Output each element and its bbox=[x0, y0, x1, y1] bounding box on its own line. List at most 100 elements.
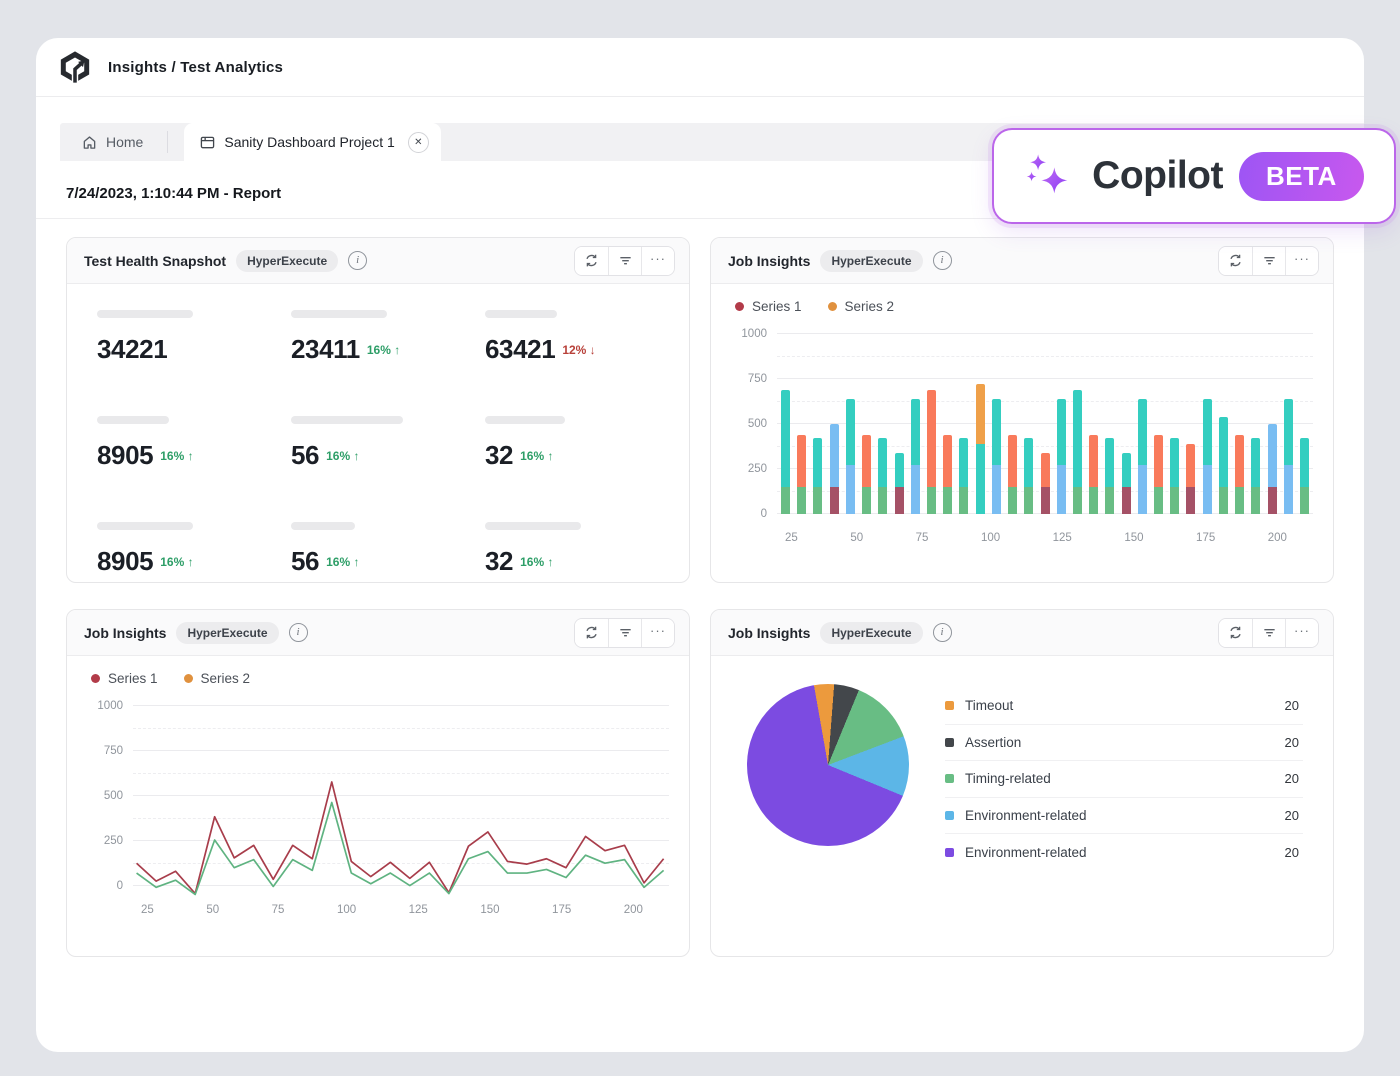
hyperexecute-badge: HyperExecute bbox=[176, 621, 279, 644]
legend-series-2[interactable]: Series 2 bbox=[183, 671, 251, 686]
info-icon[interactable]: i bbox=[932, 251, 952, 270]
pie-legend-value: 20 bbox=[1284, 698, 1299, 714]
bar-segment-top bbox=[845, 398, 855, 466]
bar-segment-bottom bbox=[1056, 465, 1066, 514]
ellipsis-icon: ··· bbox=[650, 250, 666, 266]
bar-segment-bottom bbox=[1267, 487, 1277, 514]
pie-legend-label: Assertion bbox=[965, 734, 1022, 750]
bar-segment-bottom bbox=[1235, 487, 1245, 514]
refresh-button[interactable] bbox=[575, 618, 608, 647]
pie-legend-row[interactable]: Assertion 20 bbox=[945, 725, 1303, 761]
kpi-cell: 23411 16% ↑ bbox=[291, 310, 485, 390]
x-tick-label: 100 bbox=[336, 904, 357, 916]
kpi-delta: 16% ↑ bbox=[160, 554, 194, 569]
card-title: Job Insights bbox=[84, 624, 167, 641]
tab-active[interactable]: Sanity Dashboard Project 1 ✕ bbox=[184, 123, 441, 161]
kpi-label-skeleton bbox=[291, 416, 403, 424]
bar-segment-top bbox=[878, 438, 888, 487]
bar-segment-top bbox=[862, 434, 872, 487]
ellipsis-icon: ··· bbox=[1294, 250, 1310, 266]
bar-segment-top bbox=[1267, 424, 1277, 487]
more-options-button[interactable]: ··· bbox=[1285, 246, 1318, 275]
legend-label: Series 2 bbox=[200, 671, 251, 686]
card-actions: ··· bbox=[574, 245, 675, 276]
pie-chart[interactable] bbox=[747, 684, 909, 846]
more-options-button[interactable]: ··· bbox=[641, 618, 674, 647]
kpi-label-skeleton bbox=[485, 522, 581, 530]
dashboard-tab-icon bbox=[200, 135, 215, 150]
chart-legend: Series 1 Series 2 bbox=[711, 284, 1333, 314]
tab-close-button[interactable]: ✕ bbox=[407, 131, 429, 153]
legend-series-1[interactable]: Series 1 bbox=[91, 671, 158, 686]
kpi-delta: 12% ↓ bbox=[562, 342, 596, 357]
filter-button[interactable] bbox=[1252, 246, 1285, 275]
legend-series-2[interactable]: Series 2 bbox=[827, 299, 895, 314]
y-tick-label: 750 bbox=[103, 745, 123, 757]
bar-segment-top bbox=[959, 438, 969, 487]
legend-series-1[interactable]: Series 1 bbox=[735, 299, 802, 314]
stacked-bar bbox=[975, 334, 985, 514]
tab-active-label: Sanity Dashboard Project 1 bbox=[224, 134, 395, 150]
y-tick-label: 500 bbox=[103, 790, 123, 802]
kpi-value: 56 bbox=[291, 546, 320, 576]
kpi-grid: 34221 23411 16% ↑ 63421 12% ↓ 8905 16% ↑ 56 16% … bbox=[67, 284, 689, 582]
bar-segment-top bbox=[910, 398, 920, 466]
filter-button[interactable] bbox=[608, 246, 641, 275]
legend-label: Series 2 bbox=[844, 299, 895, 314]
more-options-button[interactable]: ··· bbox=[641, 246, 674, 275]
grid-line bbox=[133, 817, 669, 819]
pie-legend-row[interactable]: Environment-related 20 bbox=[945, 834, 1303, 871]
line-series-svg bbox=[133, 706, 669, 885]
x-tick-label: 75 bbox=[271, 904, 285, 916]
stacked-bar-chart[interactable]: 0 250 500 750 1000 25 50 75 100 125 150 175 200 bbox=[727, 326, 1319, 544]
ellipsis-icon: ··· bbox=[650, 622, 666, 638]
bar-segment-bottom bbox=[926, 487, 936, 514]
filter-button[interactable] bbox=[608, 618, 641, 647]
x-tick-label: 175 bbox=[1196, 532, 1216, 544]
filter-button[interactable] bbox=[1252, 618, 1285, 647]
refresh-button[interactable] bbox=[1219, 246, 1252, 275]
bar-segment-top bbox=[1283, 398, 1293, 466]
info-icon[interactable]: i bbox=[932, 623, 952, 642]
bar-segment-bottom bbox=[1072, 487, 1082, 514]
info-icon[interactable]: i bbox=[348, 251, 368, 270]
kpi-cell: 8905 16% ↑ bbox=[97, 416, 291, 496]
more-options-button[interactable]: ··· bbox=[1285, 618, 1318, 647]
kpi-label-skeleton bbox=[97, 416, 169, 424]
bar-segment-bottom bbox=[1251, 487, 1261, 514]
copilot-widget[interactable]: Copilot BETA bbox=[992, 128, 1396, 224]
kpi-label-skeleton bbox=[291, 522, 355, 530]
kpi-value: 63421 bbox=[485, 334, 556, 364]
grid-line bbox=[133, 727, 669, 729]
stacked-bar bbox=[926, 334, 936, 514]
legend-label: Series 1 bbox=[108, 671, 158, 686]
grid-line bbox=[777, 333, 1313, 334]
x-tick-label: 150 bbox=[1124, 532, 1144, 544]
kpi-value: 32 bbox=[485, 546, 514, 576]
series-2-dot-icon bbox=[827, 302, 837, 311]
plot-area bbox=[133, 705, 669, 886]
tab-home[interactable]: Home bbox=[60, 123, 167, 161]
stacked-bar bbox=[943, 334, 953, 514]
kpi-value: 32 bbox=[485, 440, 514, 470]
line-series bbox=[137, 802, 664, 894]
bar-segment-bottom bbox=[991, 465, 1001, 514]
bar-segment-top bbox=[813, 438, 823, 487]
bar-segment-bottom bbox=[1024, 487, 1034, 514]
kpi-cell: 32 16% ↑ bbox=[485, 416, 679, 496]
bar-segment-top bbox=[1251, 438, 1261, 487]
pie-legend-row[interactable]: Timing-related 20 bbox=[945, 761, 1303, 798]
line-chart[interactable]: 0 250 500 750 1000 25 50 75 100 125 150 175 200 bbox=[83, 698, 675, 916]
y-tick-label: 1000 bbox=[741, 328, 767, 340]
refresh-button[interactable] bbox=[575, 246, 608, 275]
pie-legend-value: 20 bbox=[1284, 771, 1299, 787]
stacked-bar bbox=[991, 334, 1001, 514]
pie-legend-row[interactable]: Environment-related 20 bbox=[945, 798, 1303, 834]
hyperexecute-badge: HyperExecute bbox=[820, 249, 923, 272]
report-content: 7/24/2023, 1:10:44 PM - Report Test Heal… bbox=[36, 185, 1364, 957]
refresh-button[interactable] bbox=[1219, 618, 1252, 647]
pie-legend-value: 20 bbox=[1284, 807, 1299, 823]
x-tick-label: 125 bbox=[408, 904, 428, 916]
pie-legend-row[interactable]: Timeout 20 bbox=[945, 688, 1303, 725]
info-icon[interactable]: i bbox=[288, 623, 308, 642]
